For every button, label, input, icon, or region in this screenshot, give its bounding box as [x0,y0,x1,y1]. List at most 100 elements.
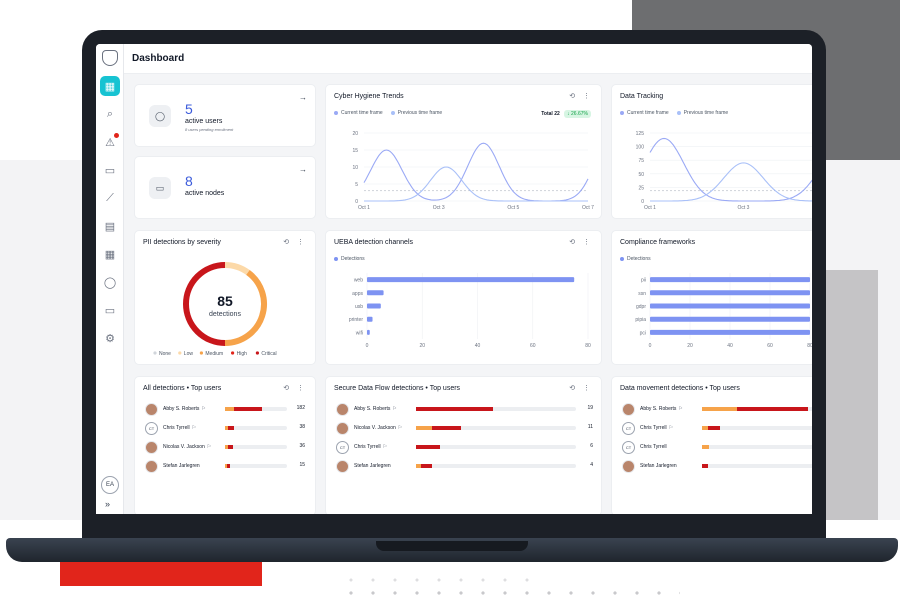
table-row[interactable]: Nicolas V. Jackson ⚐ 11 [336,422,601,436]
table-row[interactable]: CT Chris Tyrrell [622,441,812,455]
legend-current: Current time frame [334,110,383,116]
bar-segment [702,407,738,411]
line-series-previous [650,162,812,202]
donut-slice-critical [183,262,226,346]
user-name: Nicolas V. Jackson ⚐ [163,444,211,450]
user-avatar[interactable]: EA [101,476,119,494]
detection-bar [702,407,812,411]
x-tick-label: Oct 3 [433,205,445,211]
legend-detections: Detections [341,256,365,262]
sidebar-item-trends[interactable]: ⟋ [100,188,120,208]
table-row[interactable]: Stefan Jarlegren 4 [336,460,601,474]
sidebar-item-reports[interactable]: ▤ [100,216,120,236]
card-menu-icon[interactable]: ⟲ ⋮ [283,239,307,246]
data-movement-card: Data movement detections • Top users Abb… [611,376,812,514]
table-row[interactable]: CT Chris Tyrrell ⚐ 6 [336,441,601,455]
card-title: Data Tracking [620,93,664,100]
flag-icon: ⚐ [397,425,403,431]
flag-icon: ⚐ [382,444,388,450]
flag-icon: ⚐ [191,425,197,431]
sidebar-item-settings[interactable]: ⚙ [100,328,120,348]
decorative-dots [340,590,680,596]
decorative-dots [340,578,540,582]
table-row[interactable]: Stefan Jarlegren [622,460,812,474]
sidebar-item-devices[interactable]: ▭ [100,300,120,320]
bar-segment [225,407,235,411]
table-row[interactable]: Abby S. Roberts ⚐ 182 [145,403,315,417]
stat-card-users[interactable]: ◯ 5 active users 8 users pending enrollm… [134,84,316,147]
sidebar-item-apps[interactable]: ▦ [100,244,120,264]
detection-bar [702,464,812,468]
detection-bar [225,426,287,430]
bar-pci [650,329,810,335]
stat-value: 8 [185,173,193,189]
legend-dot-medium [199,351,203,355]
table-row[interactable]: Abby S. Roberts ⚐ 19 [336,403,601,417]
y-tick-label: printer [349,317,364,323]
bar-segment [420,464,432,468]
user-name-text: Stefan Jarlegren [163,463,200,469]
legend-dot-high [231,351,235,355]
table-row[interactable]: Stefan Jarlegren 15 [145,460,315,474]
flag-icon: ⚐ [392,406,397,412]
card-menu-icon[interactable]: ⟲ ⋮ [283,385,307,392]
bar-ssn [650,290,810,296]
user-name-text: Stefan Jarlegren [640,463,677,469]
page-header: Dashboard [124,44,812,74]
secure-flow-card: Secure Data Flow detections • Top users … [325,376,602,514]
sidebar-item-search[interactable]: ⌕ [100,104,120,124]
x-tick-label: Oct 1 [644,205,656,211]
alert-badge [114,133,119,138]
legend-label-low: Low [184,351,194,357]
sidebar-item-alerts[interactable]: ⚠ [100,132,120,152]
detection-bar [416,426,576,430]
card-title: UEBA detection channels [334,239,413,246]
legend-label-medium: Medium [205,351,223,357]
user-name-text: Chris Tyrrell [163,425,190,431]
y-tick-label: ssn [638,291,646,297]
total-summary: Total 22 ↓ 26.67% [541,110,591,118]
user-name: Stefan Jarlegren [640,463,679,469]
y-tick-label: apps [352,291,363,297]
user-name: Stefan Jarlegren [163,463,202,469]
chart-legend: Current time frame Previous time frame [620,110,728,116]
table-row[interactable]: CT Chris Tyrrell ⚐ [622,422,812,436]
expand-sidebar-icon[interactable]: » [105,499,111,509]
detection-bar [702,445,812,449]
stat-card-nodes[interactable]: ▭ 8 active nodes → [134,156,316,219]
bar-segment [416,426,432,430]
card-menu-icon[interactable]: ⟲ ⋮ [569,239,593,246]
card-menu-icon[interactable]: ⟲ ⋮ [569,385,593,392]
bar-segment [225,426,229,430]
table-row[interactable]: CT Chris Tyrrell ⚐ 38 [145,422,315,436]
x-tick-label: 40 [475,343,481,349]
sidebar-item-inventory[interactable]: ▭ [100,160,120,180]
grid-icon: ▦ [104,80,116,93]
x-tick-label: 80 [585,343,591,349]
apps-icon: ▦ [104,248,116,261]
table-row[interactable]: Nicolas V. Jackson ⚐ 36 [145,441,315,455]
legend-label-none: None [159,351,171,357]
total-label: Total [541,111,553,117]
legend-label-high: High [237,351,248,357]
detection-bar [416,407,576,411]
user-icon: ◯ [103,276,117,289]
flag-icon: ⚐ [201,406,206,412]
card-title: PII detections by severity [143,239,221,246]
arrow-right-icon[interactable]: → [299,93,307,102]
y-tick-label: 0 [641,199,644,205]
sidebar-item-dashboard[interactable]: ▦ [100,76,120,96]
app-screen: ▦ ⌕ ⚠ ▭ ⟋ ▤ ▦ ◯ ▭ ⚙ EA » Dashboard ◯ 5 active use… [96,44,812,514]
y-tick-label: 25 [638,185,644,191]
table-row[interactable]: Abby S. Roberts ⚐ [622,403,812,417]
sidebar-item-users[interactable]: ◯ [100,272,120,292]
legend-previous: Previous time frame [390,110,442,116]
y-tick-label: 0 [355,199,358,205]
bar-segment [702,445,710,449]
detection-bar [225,407,287,411]
bar-pipia [650,316,810,322]
arrow-right-icon[interactable]: → [299,165,307,174]
flag-icon: ⚐ [206,444,212,450]
card-menu-icon[interactable]: ⟲ ⋮ [569,93,593,100]
